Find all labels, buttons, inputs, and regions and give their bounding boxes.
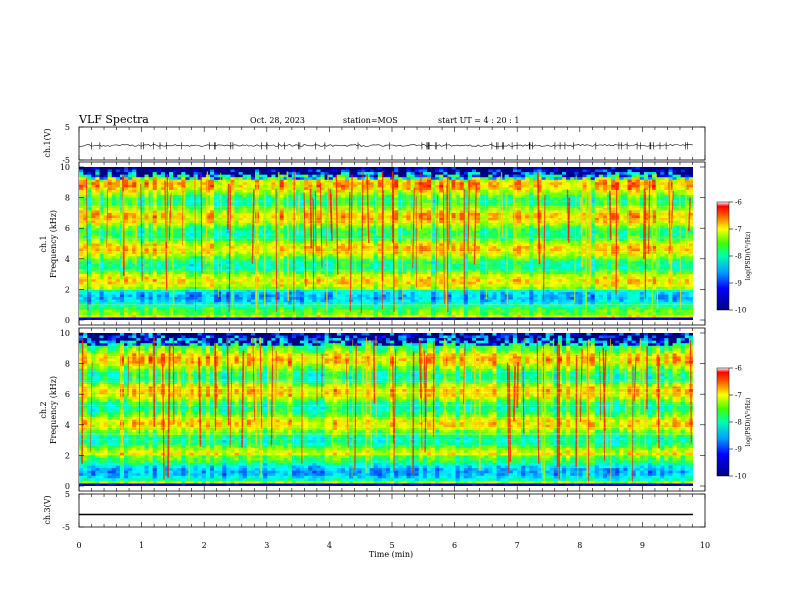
colorbar-tick-label: -6 [735,199,742,207]
y-tick-label: 5 [65,490,70,499]
x-tick-label: 3 [264,541,269,550]
y-tick-label: 6 [65,224,70,233]
y-tick-label: 5 [65,123,70,132]
ch2-colorbar: -6 -7 -8 -9 -10 log(PSD)(V²/Hz) [716,365,752,481]
y-tick-label: -5 [62,523,70,532]
x-tick-label: 10 [700,541,710,550]
ch2-frequency-label: Frequency (kHz) [49,376,58,444]
date-label: Oct. 28, 2023 [250,116,305,125]
y-tick-label: 6 [65,390,70,399]
y-tick-label: 10 [60,329,70,338]
ch1-colorbar-label: log(PSD)(V²/Hz) [745,232,752,281]
ch1-waveform-ylabel: ch.1(V) [43,128,52,157]
ch1-colorbar: -6 -7 -8 -9 -10 log(PSD)(V²/Hz) [716,199,752,315]
ch1-frequency-label: Frequency (kHz) [49,210,58,278]
y-tick-label: 4 [65,421,70,430]
colorbar-tick-label: -10 [735,473,746,481]
colorbar-tick-label: -9 [735,446,742,454]
ch1-spectrogram-image [79,167,693,320]
x-tick-label: 4 [327,541,332,550]
colorbar-tick-label: -7 [735,226,742,234]
x-axis-title: Time (min) [369,550,413,559]
y-tick-label: 8 [65,194,70,203]
y-tick-label: 2 [65,451,70,460]
x-tick-label: 7 [515,541,520,550]
y-tick-label: 0 [65,316,70,325]
x-tick-label: 9 [640,541,645,550]
x-tick-label: 8 [577,541,582,550]
ch2-colorbar-label: log(PSD)(V²/Hz) [745,398,752,447]
ch2-spectrogram-image [79,333,693,486]
colorbar-tick-label: -6 [735,365,742,373]
axis-ticks [78,127,706,527]
colorbar-tick-label: -8 [735,419,742,427]
y-tick-label: -5 [62,156,70,165]
start-time-label: start UT = 4 : 20 : 1 [438,116,519,125]
colorbar-tick-label: -8 [735,253,742,261]
figure-title: VLF Spectra [78,113,149,126]
y-tick-label: 4 [65,255,70,264]
y-tick-label: 2 [65,285,70,294]
colorbar-tick-label: -7 [735,392,742,400]
x-tick-label: 5 [389,541,394,550]
y-tick-labels: 5 -5 0 2 4 6 8 10 0 2 4 6 8 10 5 -5 [60,123,705,532]
ch1-channel-label: ch.1 [39,235,48,252]
ch1-waveform-trace [78,142,694,150]
station-label: station=MOS [343,116,398,125]
ch2-channel-label: ch.2 [39,401,48,418]
y-tick-label: 10 [60,163,70,172]
ch3-waveform-ylabel: ch.3(V) [43,495,52,524]
colorbar-tick-label: -9 [735,280,742,288]
x-tick-label: 1 [139,541,144,550]
y-tick-label: 8 [65,360,70,369]
x-tick-labels: 0 1 2 3 4 5 6 7 8 9 10 [76,541,710,550]
colorbar-tick-label: -10 [735,307,746,315]
x-tick-label: 0 [76,541,81,550]
x-tick-label: 2 [202,541,207,550]
y-tick-label: 0 [65,482,70,491]
x-tick-label: 6 [452,541,457,550]
